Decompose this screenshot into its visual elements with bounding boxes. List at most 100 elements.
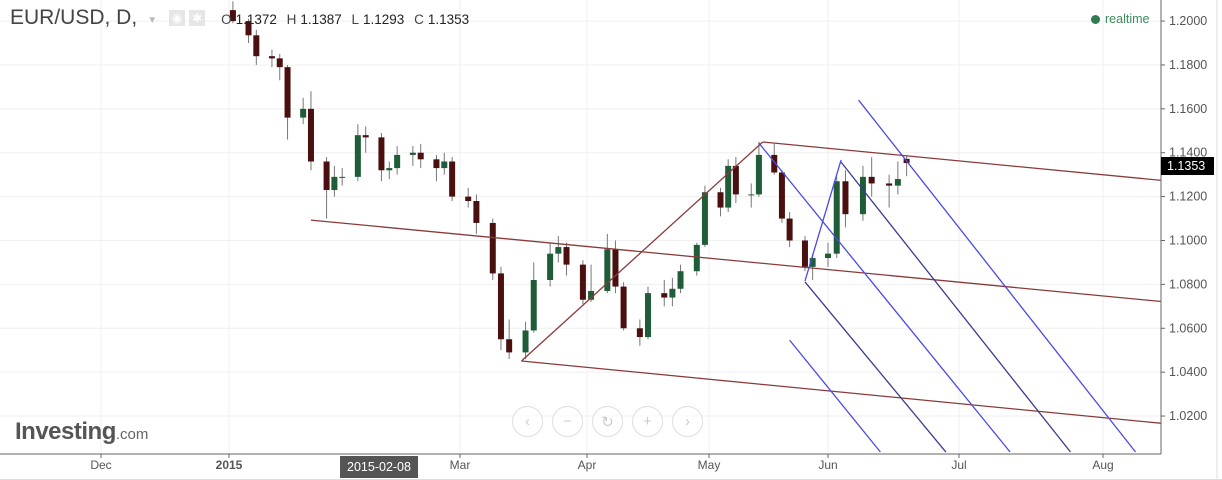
- crosshair-date-label: 2015-02-08: [340, 456, 418, 478]
- candle-down: [276, 58, 283, 68]
- time-tick-label: Jul: [951, 458, 966, 472]
- candle-up: [441, 161, 448, 169]
- price-tick-label: 1.2000: [1169, 14, 1207, 28]
- candle-down: [563, 247, 570, 265]
- ohlc-close-label: C: [414, 12, 424, 27]
- candle-up: [669, 288, 676, 298]
- realtime-status: realtime: [1091, 12, 1149, 26]
- price-tick-label: 1.0600: [1169, 321, 1207, 335]
- candle-down: [465, 196, 472, 201]
- price-tick-label: 1.1200: [1169, 190, 1207, 204]
- pitchfork-brown-lower: [521, 360, 1169, 425]
- price-axis-background: [1161, 0, 1222, 480]
- candle-up: [604, 249, 611, 291]
- candle-up: [331, 176, 338, 191]
- candle-down: [253, 35, 260, 57]
- ohlc-high-value: 1.1387: [300, 12, 342, 27]
- time-tick-label: May: [698, 458, 721, 472]
- candle-down: [433, 159, 440, 169]
- candle-down: [489, 222, 496, 274]
- chevron-down-icon[interactable]: ▼: [147, 14, 158, 26]
- candle-down: [378, 137, 385, 171]
- candle-down: [473, 200, 480, 223]
- candle-down: [497, 273, 504, 340]
- candle-down: [661, 293, 668, 298]
- reset-button[interactable]: ↻: [592, 406, 623, 437]
- candle-down: [268, 56, 275, 59]
- time-tick-label: Dec: [90, 458, 111, 472]
- candle-down: [612, 249, 619, 287]
- ohlc-readout: O 1.1372 H 1.1387 L 1.1293 C 1.1353: [221, 12, 475, 27]
- candle-up: [748, 194, 755, 196]
- candle-down: [868, 176, 875, 184]
- candle-up: [409, 152, 416, 155]
- zoom-out-button[interactable]: −: [552, 406, 583, 437]
- ohlc-low-label: L: [351, 12, 359, 27]
- candle-up: [701, 192, 708, 245]
- candle-up: [725, 165, 732, 208]
- candle-down: [801, 240, 808, 267]
- scroll-right-button[interactable]: ›: [672, 406, 703, 437]
- candle-down: [323, 161, 330, 191]
- chevron-right-icon: ›: [685, 413, 690, 430]
- scroll-left-button[interactable]: ‹: [512, 406, 543, 437]
- candle-down: [620, 286, 627, 329]
- eye-icon[interactable]: ◉: [169, 10, 186, 26]
- candle-up: [894, 179, 901, 186]
- symbol-title[interactable]: EUR/USD, D,: [10, 6, 138, 29]
- candle-down: [717, 192, 724, 208]
- candle-up: [809, 258, 816, 267]
- investing-logo: Investing.com: [15, 418, 149, 445]
- candle-down: [886, 183, 893, 186]
- pitchfork-navy-line-1: [840, 161, 1071, 453]
- time-tick-label: Jun: [818, 458, 837, 472]
- time-tick-label: Mar: [450, 458, 471, 472]
- candle-down: [579, 264, 586, 300]
- gear-icon[interactable]: ✱: [189, 10, 206, 26]
- pitchfork-blue-handle: [804, 159, 842, 282]
- pitchfork-navy-line-2: [804, 281, 947, 453]
- price-tick-label: 1.1400: [1169, 146, 1207, 160]
- price-tick-label: 1.1600: [1169, 102, 1207, 116]
- pitchfork-blue-line-2: [858, 99, 1137, 453]
- candle-up: [645, 293, 651, 338]
- time-tick-label: Apr: [578, 458, 597, 472]
- zoom-in-button[interactable]: +: [632, 406, 663, 437]
- candle-down: [786, 218, 793, 241]
- candle-up: [588, 290, 595, 300]
- candle-up: [677, 271, 684, 289]
- candle-up: [547, 253, 554, 280]
- candle-down: [417, 152, 424, 160]
- candle-down: [778, 172, 785, 219]
- candle-up: [693, 244, 700, 272]
- price-tick-label: 1.1000: [1169, 233, 1207, 247]
- price-tick-label: 1.0800: [1169, 277, 1207, 291]
- chevron-left-icon: ‹: [525, 413, 530, 430]
- price-tick-label: 1.0400: [1169, 365, 1207, 379]
- ohlc-high-label: H: [286, 12, 297, 27]
- candle-up: [354, 135, 361, 177]
- candle-up: [394, 154, 401, 169]
- candle-up: [530, 279, 537, 331]
- time-tick-label: Aug: [1092, 458, 1113, 472]
- candle-down: [245, 21, 252, 36]
- ohlc-low-value: 1.1293: [363, 12, 405, 27]
- minus-icon: −: [563, 413, 572, 430]
- pitchfork-blue-line-1: [758, 142, 1011, 453]
- candle-up: [339, 176, 346, 178]
- candle-up: [522, 330, 529, 353]
- pitchfork-brown-median: [310, 219, 1169, 303]
- candle-up: [386, 168, 393, 171]
- pitchfork-blue-line-3: [789, 339, 881, 453]
- candle-down: [842, 181, 849, 215]
- status-dot-icon: [1091, 14, 1100, 24]
- candle-up: [755, 154, 762, 195]
- candle-down: [732, 165, 739, 195]
- refresh-icon: ↻: [601, 413, 614, 431]
- time-axis-background: [0, 454, 1161, 480]
- price-tick-label: 1.1800: [1169, 58, 1207, 72]
- last-price-label: 1.1353: [1161, 157, 1214, 175]
- candle-down: [449, 161, 456, 197]
- candle-down: [771, 154, 778, 173]
- ohlc-open-value: 1.1372: [235, 12, 277, 27]
